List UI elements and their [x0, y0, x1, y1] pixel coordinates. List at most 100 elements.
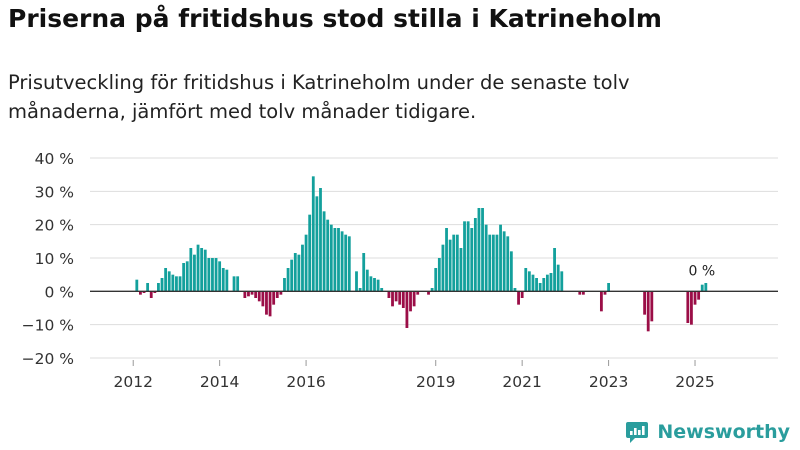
bar	[650, 291, 654, 322]
bar	[290, 259, 294, 292]
x-tick-label: 2019	[416, 373, 455, 391]
bar	[261, 291, 265, 307]
bar	[272, 291, 276, 305]
bar	[254, 291, 258, 298]
x-tick-label: 2014	[200, 373, 239, 391]
bar	[387, 291, 391, 298]
bar	[182, 263, 186, 292]
bar	[531, 274, 535, 292]
bar	[441, 244, 445, 292]
bar	[211, 258, 214, 292]
bar	[560, 271, 564, 292]
bar	[690, 291, 693, 325]
bar	[578, 291, 582, 295]
bar	[686, 291, 690, 323]
bar	[553, 248, 556, 292]
bar	[344, 234, 348, 292]
bar	[322, 211, 326, 292]
bar	[463, 221, 466, 292]
last-value-annotation: 0 %	[688, 263, 715, 279]
bar	[506, 236, 510, 292]
bar	[283, 278, 286, 292]
bar	[549, 273, 553, 292]
bar	[311, 176, 315, 292]
bar	[293, 253, 297, 292]
bar	[603, 291, 607, 295]
bar	[545, 274, 549, 292]
x-tick-label: 2025	[675, 373, 714, 391]
bar	[416, 291, 420, 295]
bar	[225, 269, 229, 292]
bar	[160, 278, 164, 292]
newsworthy-logo-text: Newsworthy	[657, 421, 790, 443]
bar	[445, 228, 448, 292]
bar	[517, 291, 520, 305]
bar	[189, 248, 193, 292]
bar	[704, 283, 708, 292]
bar	[434, 268, 438, 292]
bar	[495, 234, 499, 292]
bar	[297, 254, 301, 292]
bar	[524, 268, 528, 292]
bar	[380, 288, 384, 292]
bar	[347, 236, 351, 292]
bar	[448, 239, 452, 292]
bar	[369, 276, 373, 292]
bar	[175, 276, 178, 292]
bar	[470, 228, 474, 292]
bar	[412, 291, 416, 307]
bar	[178, 276, 182, 292]
bar	[405, 291, 409, 328]
x-tick-label: 2021	[502, 373, 541, 391]
bar	[455, 234, 459, 292]
bar	[286, 268, 290, 292]
bar	[153, 291, 157, 293]
bar	[243, 291, 247, 298]
bar	[164, 268, 168, 292]
bar	[491, 234, 495, 292]
bar	[308, 214, 312, 292]
bar	[535, 278, 538, 292]
bar	[326, 219, 330, 292]
bar	[139, 291, 142, 295]
chart-title: Priserna på fritidshus stod stilla i Kat…	[8, 4, 662, 33]
bar	[315, 196, 319, 292]
bar	[185, 261, 189, 292]
y-tick-label: 20 %	[35, 217, 74, 235]
y-tick-label: −20 %	[22, 350, 74, 368]
bar	[193, 254, 196, 292]
x-tick-label: 2016	[286, 373, 325, 391]
bar	[452, 234, 456, 292]
bar	[581, 291, 585, 295]
bar	[337, 228, 340, 292]
bar	[556, 264, 560, 292]
bar	[218, 261, 222, 292]
bar	[607, 283, 610, 292]
bar	[513, 288, 517, 292]
bar	[135, 279, 139, 292]
bar	[599, 291, 603, 312]
bar	[643, 291, 647, 315]
newsworthy-logo: Newsworthy	[624, 419, 790, 445]
bar	[502, 231, 506, 292]
bar	[221, 268, 225, 292]
bar	[427, 291, 430, 295]
x-tick-label: 2023	[589, 373, 628, 391]
chart-subtitle: Prisutveckling för fritidshus i Katrineh…	[8, 71, 630, 123]
bar	[301, 244, 304, 292]
bar	[481, 208, 484, 292]
y-tick-label: 10 %	[35, 250, 74, 268]
bar	[257, 291, 261, 302]
bar	[499, 224, 502, 292]
bar	[376, 279, 380, 292]
bar	[394, 291, 398, 302]
bar	[430, 288, 434, 292]
newsworthy-logo-icon	[626, 422, 649, 443]
bar	[355, 271, 358, 292]
bar	[265, 291, 268, 315]
bar	[373, 278, 376, 292]
bar	[473, 218, 477, 292]
bar	[466, 221, 470, 292]
bar	[646, 291, 650, 332]
